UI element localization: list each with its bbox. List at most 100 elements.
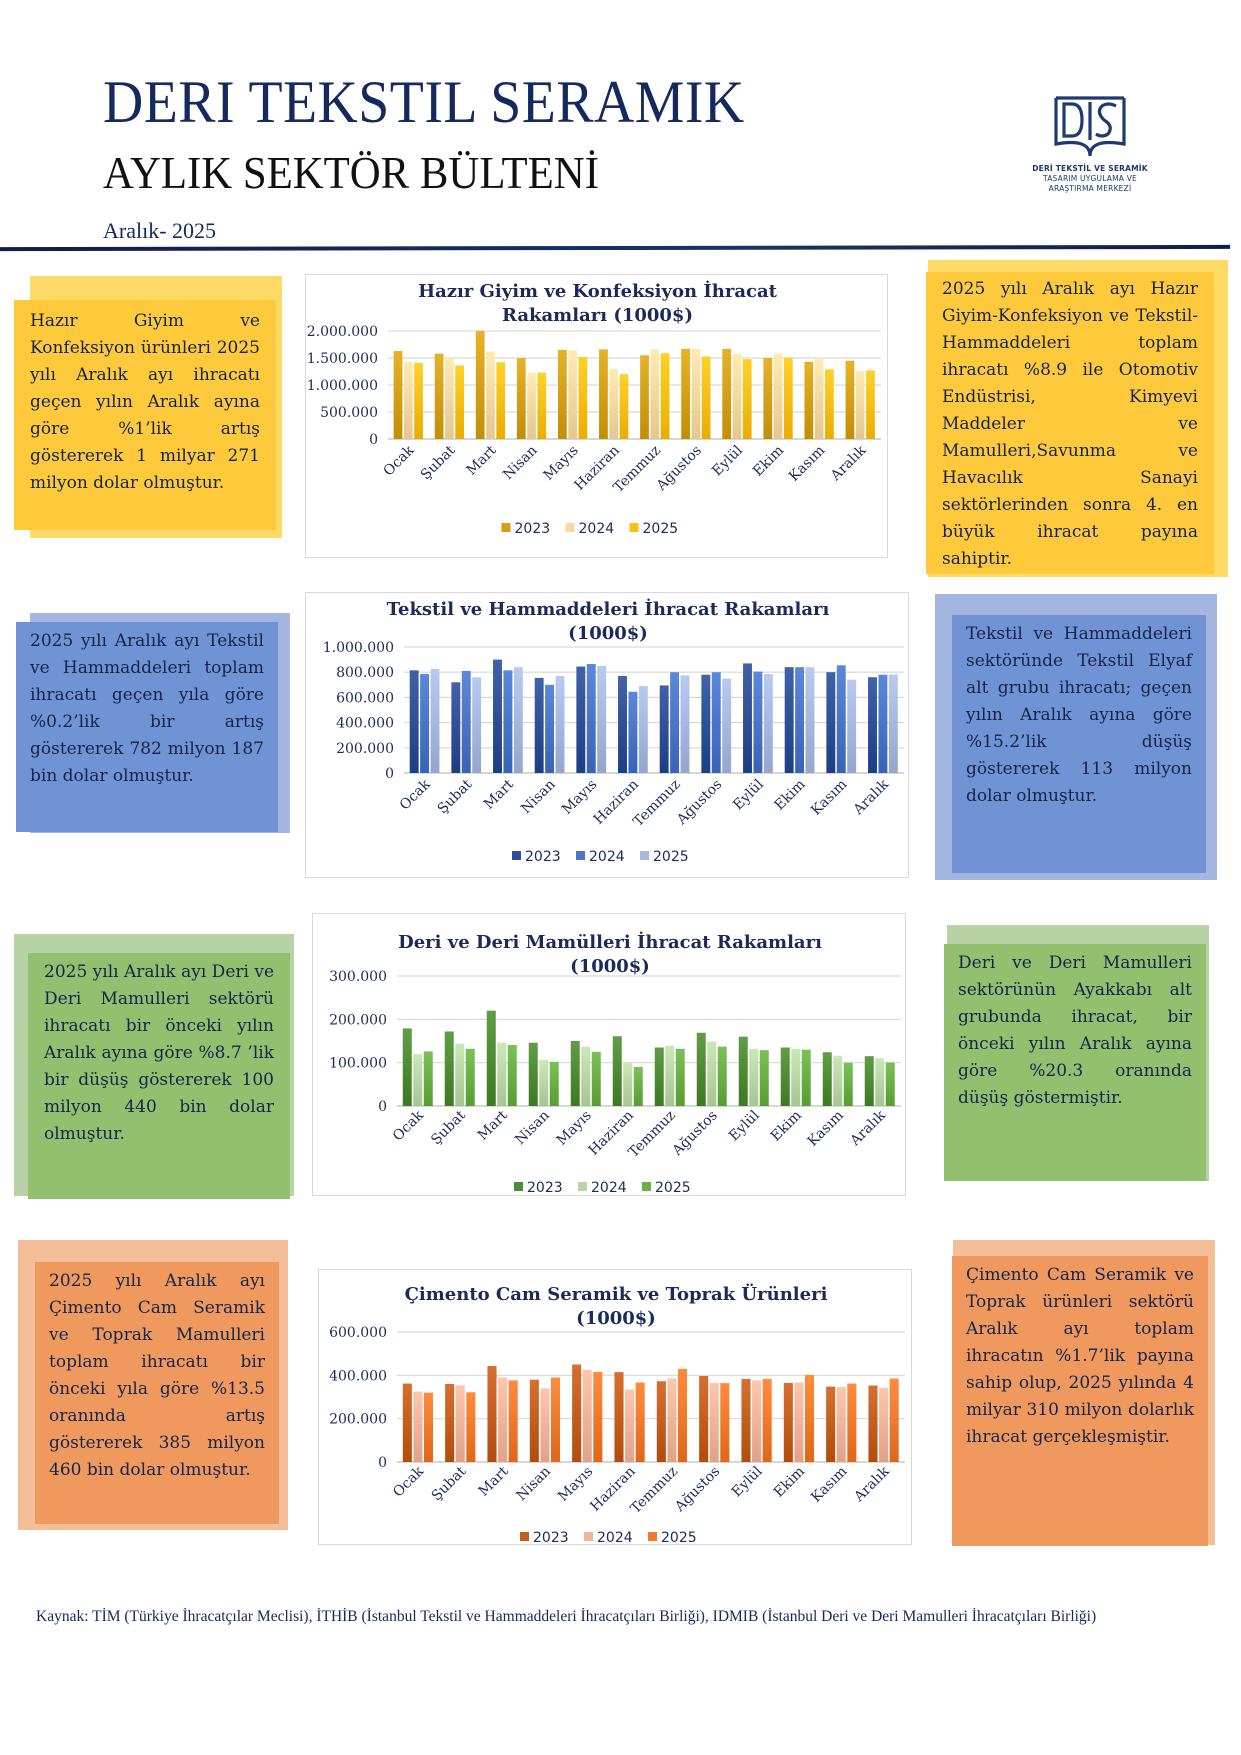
bar-2023-kasım — [826, 672, 836, 773]
bar-2025-kasım — [847, 1383, 857, 1462]
bar-2025-aralık — [885, 1062, 895, 1106]
bar-2024-ekim — [791, 1048, 801, 1106]
x-tick-label: Aralık — [827, 442, 870, 485]
bar-2025-ekim — [804, 1374, 815, 1462]
x-tick-label: Şubat — [418, 442, 459, 483]
chart-title-line: Hazır Giyim ve Konfeksiyon İhracat — [418, 279, 778, 302]
bar-2023-temmuz — [640, 355, 649, 439]
deri-summary: 2025 yılı Aralık ayı Deri ve Deri Mamull… — [44, 962, 275, 1144]
bulletin-title: DERI TEKSTIL SERAMIK — [103, 69, 745, 135]
y-tick-label: 400.000 — [336, 716, 394, 732]
bar-2023-ocak — [402, 1383, 412, 1462]
bar-2025-temmuz — [660, 353, 670, 439]
bar-2024-temmuz — [667, 1378, 677, 1462]
bar-2023-ekim — [783, 1382, 793, 1462]
bar-2023-kasım — [804, 361, 814, 439]
bar-2023-eylül — [722, 348, 732, 439]
bar-2025-kasım — [843, 1062, 853, 1106]
logo-caption: DERİ TEKSTİL VE SERAMİK TASARIM UYGULAMA… — [1030, 164, 1150, 193]
deri-right-textbox: Deri ve Deri Mamulleri sektörünün Ayakka… — [944, 944, 1206, 1181]
legend-swatch-2024 — [576, 851, 585, 860]
bar-2025-nisan — [555, 675, 565, 773]
y-tick-label: 200.000 — [336, 741, 394, 757]
bar-2024-haziran — [625, 1389, 635, 1462]
bulletin-date: Aralık- 2025 — [103, 218, 217, 243]
x-tick-label: Eylül — [729, 1463, 766, 1500]
bar-2024-mart — [498, 1377, 508, 1462]
hazir-giyim-chart-panel: Hazır Giyim ve Konfeksiyon İhracat Rakaml… — [305, 274, 888, 558]
bar-2024-haziran — [609, 368, 619, 439]
x-tick-label: Aralık — [847, 1107, 890, 1150]
bar-2024-kasım — [833, 1055, 843, 1106]
chart-title-line: Deri ve Deri Mamülleri İhracat Rakamları — [398, 930, 822, 953]
deri-left-textbox: 2025 yılı Aralık ayı Deri ve Deri Mamull… — [28, 953, 290, 1199]
bar-2024-ağustos — [691, 348, 701, 439]
x-tick-label: Ekim — [768, 1108, 805, 1145]
x-tick-label: Ocak — [380, 442, 417, 479]
x-tick-label: Aralık — [850, 776, 893, 819]
source-footnote: Kaynak: TİM (Türkiye İhracatçılar Meclis… — [36, 1608, 1097, 1625]
bar-2025-ekim — [783, 357, 793, 439]
bar-2025-ağustos — [717, 1046, 727, 1106]
deri-ayakkabi-note: Deri ve Deri Mamulleri sektörünün Ayakka… — [958, 953, 1192, 1108]
cimento-right-textbox: Çimento Cam Seramik ve Toprak ürünleri s… — [952, 1256, 1208, 1546]
cimento-share-note: Çimento Cam Seramik ve Toprak ürünleri s… — [966, 1265, 1194, 1447]
bar-2025-haziran — [635, 1382, 645, 1462]
bar-2025-haziran — [638, 686, 648, 773]
bar-2024-eylül — [732, 353, 742, 439]
legend-swatch-2024 — [584, 1532, 593, 1541]
bar-2024-ekim — [795, 667, 805, 773]
bar-2023-mayıs — [557, 349, 567, 439]
bar-2025-ağustos — [722, 678, 732, 773]
bar-2025-ağustos — [720, 1383, 730, 1462]
bar-2024-ağustos — [709, 1382, 719, 1462]
bar-2024-nisan — [527, 372, 536, 439]
bar-2023-ocak — [393, 350, 403, 439]
y-tick-label: 0 — [369, 432, 378, 448]
dts-logo: DERİ TEKSTİL VE SERAMİK TASARIM UYGULAMA… — [1030, 92, 1150, 193]
bar-2023-haziran — [614, 1372, 624, 1462]
bar-2025-mayıs — [578, 356, 588, 439]
legend-label-2024: 2024 — [589, 849, 625, 865]
y-tick-label: 1.500.000 — [307, 351, 378, 367]
bar-2023-nisan — [529, 1379, 539, 1462]
legend-swatch-2023 — [512, 851, 521, 860]
bar-2024-ekim — [794, 1382, 804, 1462]
chart-title-line: Tekstil ve Hammaddeleri İhracat Rakamlar… — [387, 597, 830, 620]
y-tick-label: 800.000 — [336, 665, 394, 681]
deri-chart-panel: Deri ve Deri Mamülleri İhracat Rakamları… — [312, 913, 906, 1196]
bar-2025-mart — [507, 1044, 517, 1106]
bar-2025-ocak — [430, 669, 440, 773]
legend-label-2025: 2025 — [643, 521, 679, 537]
bar-2023-şubat — [451, 682, 461, 773]
x-tick-label: Şubat — [429, 1463, 470, 1504]
bar-2024-nisan — [545, 684, 555, 773]
bar-2025-eylül — [759, 1050, 769, 1106]
bar-2024-ağustos — [707, 1041, 717, 1106]
bar-2023-şubat — [434, 353, 444, 439]
x-tick-label: Ağustos — [673, 777, 725, 829]
x-tick-label: Mart — [475, 1107, 511, 1143]
bar-2023-ekim — [763, 358, 773, 439]
bar-2025-eylül — [763, 674, 773, 773]
x-tick-label: Mart — [463, 442, 499, 478]
bar-2025-temmuz — [680, 675, 690, 773]
x-tick-label: Ekim — [772, 777, 809, 814]
legend-swatch-2024 — [565, 523, 575, 532]
x-tick-label: Ağustos — [653, 443, 705, 495]
x-tick-label: Ekim — [771, 1464, 808, 1501]
x-tick-label: Nisan — [518, 777, 559, 818]
header-divider — [0, 244, 1230, 252]
y-tick-label: 200.000 — [329, 1412, 387, 1428]
logo-line-2: TASARIM UYGULAMA VE — [1043, 173, 1137, 183]
bar-2025-mayıs — [593, 1371, 603, 1462]
x-tick-label: Mayıs — [554, 1108, 595, 1149]
bar-2025-kasım — [847, 679, 857, 773]
tekstil-left-textbox: 2025 yılı Aralık ayı Tekstil ve Hammadde… — [16, 622, 278, 832]
bar-2023-mart — [493, 659, 502, 773]
bar-2025-şubat — [465, 1048, 475, 1106]
chart-title-line: Çimento Cam Seramik ve Toprak Ürünleri — [405, 1282, 828, 1305]
bar-2025-mart — [513, 667, 523, 773]
bar-2023-ocak — [409, 670, 419, 773]
x-tick-label: Ağustos — [669, 1108, 721, 1160]
